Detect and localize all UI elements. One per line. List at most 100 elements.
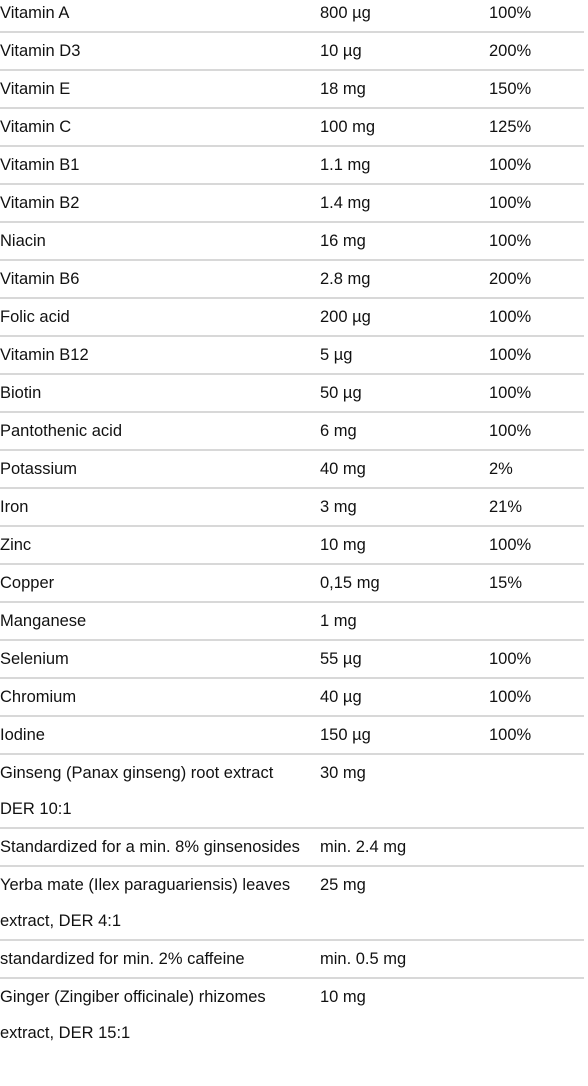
daily-value-percent: 200% — [489, 32, 584, 71]
daily-value-percent: 21% — [489, 488, 584, 527]
daily-value-percent — [489, 828, 584, 867]
ingredient-name: Biotin — [0, 374, 320, 413]
daily-value-percent — [489, 866, 584, 941]
table-row: Folic acid 200 µg 100% — [0, 298, 584, 337]
ingredient-name: Zinc — [0, 526, 320, 565]
daily-value-percent: 100% — [489, 146, 584, 185]
ingredient-amount: 0,15 mg — [320, 564, 489, 603]
table-row: Vitamin B2 1.4 mg 100% — [0, 184, 584, 223]
ingredient-amount: 6 mg — [320, 412, 489, 451]
ingredient-name: Yerba mate (Ilex paraguariensis) leaves … — [0, 866, 320, 941]
table-row: Manganese 1 mg — [0, 602, 584, 641]
daily-value-percent — [489, 978, 584, 1051]
daily-value-percent: 150% — [489, 70, 584, 109]
ingredient-name: Selenium — [0, 640, 320, 679]
ingredient-name: Chromium — [0, 678, 320, 717]
ingredient-name: Iodine — [0, 716, 320, 755]
table-row: Vitamin B12 5 µg 100% — [0, 336, 584, 375]
daily-value-percent: 125% — [489, 108, 584, 147]
table-row: standardized for min. 2% caffeine min. 0.… — [0, 940, 584, 979]
table-row: Potassium 40 mg 2% — [0, 450, 584, 489]
ingredient-amount: 2.8 mg — [320, 260, 489, 299]
daily-value-percent: 100% — [489, 222, 584, 261]
ingredient-name: Vitamin E — [0, 70, 320, 109]
table-row: Standardized for a min. 8% ginsenosides m… — [0, 828, 584, 867]
ingredient-name: Vitamin A — [0, 0, 320, 33]
table-row: Iodine 150 µg 100% — [0, 716, 584, 755]
ingredient-name: Vitamin D3 — [0, 32, 320, 71]
ingredient-amount: 100 mg — [320, 108, 489, 147]
ingredient-name: Vitamin C — [0, 108, 320, 147]
ingredient-amount: 25 mg — [320, 866, 489, 941]
ingredient-name: Vitamin B6 — [0, 260, 320, 299]
ingredient-amount: 18 mg — [320, 70, 489, 109]
table-row: Vitamin B6 2.8 mg 200% — [0, 260, 584, 299]
daily-value-percent: 100% — [489, 678, 584, 717]
table-row: Zinc 10 mg 100% — [0, 526, 584, 565]
ingredient-amount: min. 0.5 mg — [320, 940, 489, 979]
ingredient-name: Niacin — [0, 222, 320, 261]
ingredient-name: standardized for min. 2% caffeine — [0, 940, 320, 979]
ingredient-amount: 5 µg — [320, 336, 489, 375]
ingredient-amount: 1.1 mg — [320, 146, 489, 185]
ingredient-name: Copper — [0, 564, 320, 603]
ingredient-name: Ginger (Zingiber officinale) rhizomes ex… — [0, 988, 266, 1042]
daily-value-percent: 100% — [489, 716, 584, 755]
daily-value-percent — [489, 602, 584, 641]
ingredient-amount: 1 mg — [320, 602, 489, 641]
ingredient-amount: 3 mg — [320, 488, 489, 527]
daily-value-percent: 100% — [489, 412, 584, 451]
ingredient-amount: 1.4 mg — [320, 184, 489, 223]
daily-value-percent: 100% — [489, 298, 584, 337]
table-row: Copper 0,15 mg 15% — [0, 564, 584, 603]
ingredient-amount: 10 µg — [320, 32, 489, 71]
daily-value-percent: 200% — [489, 260, 584, 299]
daily-value-percent: 100% — [489, 640, 584, 679]
ingredient-amount: 150 µg — [320, 716, 489, 755]
ingredient-name: Pantothenic acid — [0, 412, 320, 451]
table-row: Pantothenic acid 6 mg 100% — [0, 412, 584, 451]
ingredient-name: Vitamin B2 — [0, 184, 320, 223]
ingredient-amount: 55 µg — [320, 640, 489, 679]
daily-value-percent: 100% — [489, 184, 584, 223]
daily-value-percent — [489, 754, 584, 829]
ingredient-name: Ginseng (Panax ginseng) root extract DER… — [0, 754, 320, 829]
table-row: Vitamin B1 1.1 mg 100% — [0, 146, 584, 185]
table-row: Vitamin A 800 µg 100% — [0, 0, 584, 33]
table-row: Chromium 40 µg 100% — [0, 678, 584, 717]
table-row: Vitamin D3 10 µg 200% — [0, 32, 584, 71]
table-row: Vitamin C 100 mg 125% — [0, 108, 584, 147]
table-row: Biotin 50 µg 100% — [0, 374, 584, 413]
table-row: Ginger (Zingiber officinale) rhizomes ex… — [0, 978, 584, 1051]
ingredient-amount: 30 mg — [320, 754, 489, 829]
daily-value-percent: 100% — [489, 374, 584, 413]
ingredient-name: Potassium — [0, 450, 320, 489]
ingredient-amount: 800 µg — [320, 0, 489, 33]
ingredient-name: Standardized for a min. 8% ginsenosides — [0, 828, 320, 867]
table-row: Ginseng (Panax ginseng) root extract DER… — [0, 754, 584, 829]
daily-value-percent — [489, 940, 584, 979]
table-row: Yerba mate (Ilex paraguariensis) leaves … — [0, 866, 584, 941]
ingredient-amount: 50 µg — [320, 374, 489, 413]
ingredient-amount: 200 µg — [320, 298, 489, 337]
daily-value-percent: 100% — [489, 336, 584, 375]
daily-value-percent: 2% — [489, 450, 584, 489]
nutrition-table: Vitamin A 800 µg 100% Vitamin D3 10 µg 200% … — [0, 0, 584, 1051]
nutrition-table-body: Vitamin A 800 µg 100% Vitamin D3 10 µg 200% … — [0, 0, 584, 1051]
ingredient-amount: 40 µg — [320, 678, 489, 717]
ingredient-name: Folic acid — [0, 298, 320, 337]
table-row: Niacin 16 mg 100% — [0, 222, 584, 261]
ingredient-amount: 10 mg — [320, 988, 366, 1006]
table-row: Vitamin E 18 mg 150% — [0, 70, 584, 109]
ingredient-amount: 16 mg — [320, 222, 489, 261]
ingredient-amount: min. 2.4 mg — [320, 828, 489, 867]
daily-value-percent: 100% — [489, 0, 584, 33]
ingredient-name: Vitamin B1 — [0, 146, 320, 185]
daily-value-percent: 15% — [489, 564, 584, 603]
table-row: Selenium 55 µg 100% — [0, 640, 584, 679]
ingredient-amount: 10 mg — [320, 526, 489, 565]
daily-value-percent: 100% — [489, 526, 584, 565]
ingredient-amount: 40 mg — [320, 450, 489, 489]
ingredient-name: Vitamin B12 — [0, 336, 320, 375]
table-row: Iron 3 mg 21% — [0, 488, 584, 527]
